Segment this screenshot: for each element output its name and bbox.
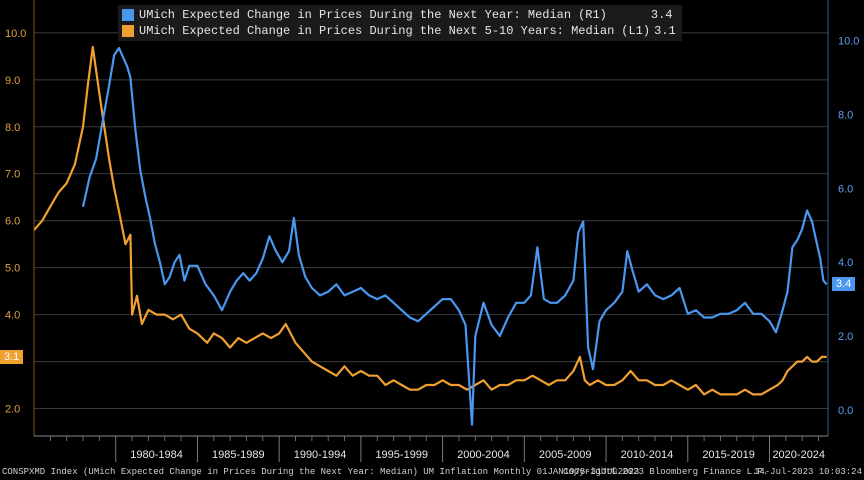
legend-label: UMich Expected Change in Prices During t… <box>139 24 615 38</box>
x-axis-tick-label: 1980-1984 <box>130 449 183 461</box>
x-axis-tick-label: 2010-2014 <box>621 449 674 461</box>
legend-item-next-year: UMich Expected Change in Prices During t… <box>122 7 676 23</box>
x-axis-tick-label: 2020-2024 <box>772 449 825 461</box>
right-axis-tick-label: 6.0 <box>838 183 853 195</box>
left-axis-tick-label: 2.0 <box>5 404 20 416</box>
left-axis-tick-label: 9.0 <box>5 75 20 87</box>
footer-timestamp: 14-Jul-2023 10:03:24 <box>753 467 862 477</box>
series-line-next-year <box>81 46 828 426</box>
right-axis-tick-label: 10.0 <box>838 36 859 48</box>
footer-copyright: Copyright© 2023 Bloomberg Finance L.P. <box>563 467 769 477</box>
left-axis-tick-label: 8.0 <box>5 122 20 134</box>
x-axis-tick-label: 2015-2019 <box>702 449 755 461</box>
legend-value: 3.4 <box>650 8 673 22</box>
legend-item-5-10-years: UMich Expected Change in Prices During t… <box>122 23 676 39</box>
x-axis-tick-label: 1995-1999 <box>375 449 428 461</box>
left-axis-tick-label: 10.0 <box>5 28 26 40</box>
right-axis-tick-label: 0.0 <box>838 405 853 417</box>
x-axis-tick-label: 1985-1989 <box>212 449 265 461</box>
left-axis-tick-label: 6.0 <box>5 216 20 228</box>
legend-label: UMich Expected Change in Prices During t… <box>139 8 572 22</box>
series-layer <box>33 45 828 426</box>
legend-axis-tag: (R1) <box>578 8 607 22</box>
left-axis-tick-label: 4.0 <box>5 310 20 322</box>
legend-swatch-blue <box>122 9 134 21</box>
legend: UMich Expected Change in Prices During t… <box>118 5 682 41</box>
footer-source: CONSPXMD Index (UMich Expected Change in… <box>2 467 640 477</box>
x-axis-tick-label: 2000-2004 <box>457 449 510 461</box>
right-axis-tick-label: 4.0 <box>838 257 853 269</box>
right-axis-tick-label: 2.0 <box>838 331 853 343</box>
x-axis-tick-label: 2005-2009 <box>539 449 592 461</box>
last-value-badge-right: 3.4 <box>832 277 856 292</box>
left-axis-tick-label: 5.0 <box>5 263 20 275</box>
legend-swatch-orange <box>122 25 134 37</box>
footer: CONSPXMD Index (UMich Expected Change in… <box>0 464 864 480</box>
series-line-5-10-years <box>33 45 827 396</box>
last-value-badge-left: 3.1 <box>0 349 24 364</box>
left-axis-tick-label: 7.0 <box>5 169 20 181</box>
legend-axis-tag: (L1) <box>621 24 651 38</box>
legend-value: 3.1 <box>654 24 676 38</box>
right-axis-tick-label: 8.0 <box>838 109 853 121</box>
axes: 2.0 4.0 5.0 6.0 7.0 8.0 9.0 10.0 0.0 2.0 4.0 6.0 8.0… <box>5 0 859 462</box>
x-axis-tick-label: 1990-1994 <box>294 449 347 461</box>
